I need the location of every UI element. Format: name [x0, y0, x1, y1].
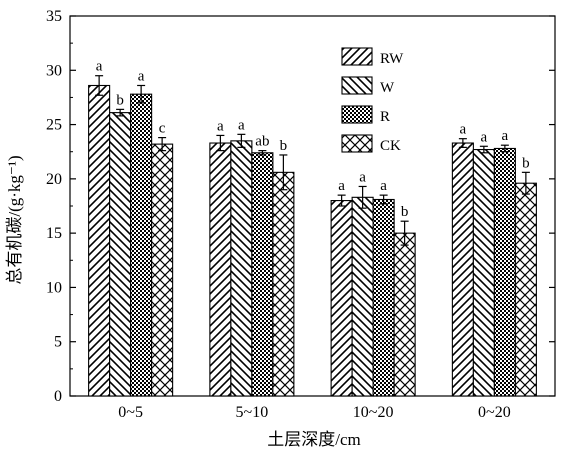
y-tick-label: 10 — [46, 279, 62, 296]
legend-label: W — [380, 80, 395, 96]
data-label: a — [96, 59, 103, 75]
data-label: a — [138, 68, 145, 84]
data-label: b — [116, 92, 124, 108]
legend-swatch — [341, 76, 373, 95]
data-label: a — [380, 178, 387, 194]
y-tick-label: 35 — [46, 8, 62, 25]
data-label: a — [481, 129, 488, 145]
bar — [451, 142, 474, 397]
data-label: a — [217, 118, 224, 134]
bar — [514, 182, 537, 397]
x-tick-label: 5~10 — [236, 404, 269, 421]
y-tick-label: 20 — [46, 171, 62, 188]
legend-label: RW — [380, 51, 404, 67]
bar — [109, 112, 132, 397]
y-axis-label: 总有机碳/(g·kg⁻¹) — [5, 155, 24, 284]
y-tick-label: 30 — [46, 62, 62, 79]
y-tick-label: 25 — [46, 117, 62, 134]
bar — [130, 93, 153, 397]
bar — [272, 171, 295, 397]
data-label: a — [502, 128, 509, 144]
legend-label: CK — [380, 138, 401, 154]
bar — [472, 148, 495, 397]
y-tick-label: 15 — [46, 225, 62, 242]
y-tick-label: 5 — [54, 334, 62, 351]
bar — [230, 140, 253, 397]
bar — [88, 84, 111, 397]
data-label: a — [338, 178, 345, 194]
bar — [493, 147, 516, 397]
y-tick-label: 0 — [54, 388, 62, 405]
x-tick-label: 0~5 — [118, 404, 143, 421]
bar — [372, 198, 395, 397]
data-label: b — [522, 155, 530, 171]
x-tick-label: 0~20 — [478, 404, 511, 421]
data-label: b — [401, 204, 409, 220]
data-label: a — [460, 122, 467, 138]
data-label: b — [280, 138, 288, 154]
legend-swatch — [341, 134, 373, 153]
bar — [330, 200, 353, 397]
data-label: ab — [255, 134, 269, 150]
legend-swatch — [341, 47, 373, 66]
data-label: a — [238, 117, 245, 133]
bar — [251, 152, 274, 397]
bar — [351, 196, 374, 397]
legend-label: R — [380, 109, 390, 125]
data-label: c — [159, 121, 166, 137]
legend-swatch — [341, 105, 373, 124]
data-label: a — [359, 169, 366, 185]
bar — [209, 142, 232, 397]
x-tick-label: 10~20 — [353, 404, 394, 421]
x-axis-label: 土层深度/cm — [267, 430, 361, 449]
bar — [151, 143, 174, 397]
bar — [393, 232, 416, 397]
